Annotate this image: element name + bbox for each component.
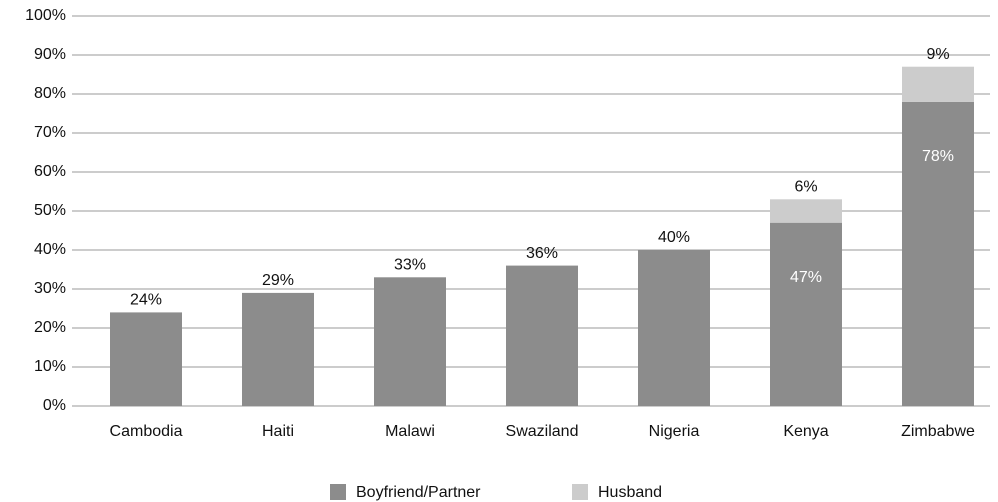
- y-tick-label: 0%: [43, 397, 66, 414]
- bar-segment: [242, 292, 314, 406]
- bar-segment: [902, 66, 974, 102]
- bar-segment: [374, 277, 446, 406]
- legend-label: Husband: [598, 484, 662, 501]
- bar-segment: [506, 265, 578, 406]
- value-label: 78%: [922, 148, 954, 165]
- x-tick-label: Zimbabwe: [901, 423, 975, 440]
- x-tick-label: Swaziland: [506, 423, 579, 440]
- y-tick-label: 10%: [34, 358, 66, 375]
- value-label: 29%: [262, 272, 294, 289]
- y-tick-label: 100%: [25, 7, 66, 24]
- x-tick-label: Kenya: [783, 423, 828, 440]
- bar-segment: [110, 312, 182, 406]
- legend-label: Boyfriend/Partner: [356, 484, 481, 501]
- value-label: 24%: [130, 292, 162, 309]
- value-label: 40%: [658, 229, 690, 246]
- value-label: 9%: [926, 46, 949, 63]
- x-tick-label: Malawi: [385, 423, 435, 440]
- bar-segment: [770, 222, 842, 406]
- y-tick-label: 60%: [34, 163, 66, 180]
- y-tick-label: 40%: [34, 241, 66, 258]
- x-tick-label: Nigeria: [649, 423, 700, 440]
- y-tick-label: 70%: [34, 124, 66, 141]
- y-tick-label: 90%: [34, 46, 66, 63]
- bar-segment: [770, 199, 842, 223]
- y-tick-label: 80%: [34, 85, 66, 102]
- y-tick-label: 50%: [34, 202, 66, 219]
- value-label: 33%: [394, 257, 426, 274]
- legend-swatch: [330, 484, 346, 500]
- value-label: 47%: [790, 269, 822, 286]
- y-tick-label: 30%: [34, 280, 66, 297]
- legend-swatch: [572, 484, 588, 500]
- y-tick-label: 20%: [34, 319, 66, 336]
- bar-segment: [638, 250, 710, 406]
- x-tick-label: Haiti: [262, 423, 294, 440]
- bar-segment: [902, 101, 974, 407]
- value-label: 36%: [526, 245, 558, 262]
- x-tick-label: Cambodia: [110, 423, 183, 440]
- value-label: 6%: [794, 179, 817, 196]
